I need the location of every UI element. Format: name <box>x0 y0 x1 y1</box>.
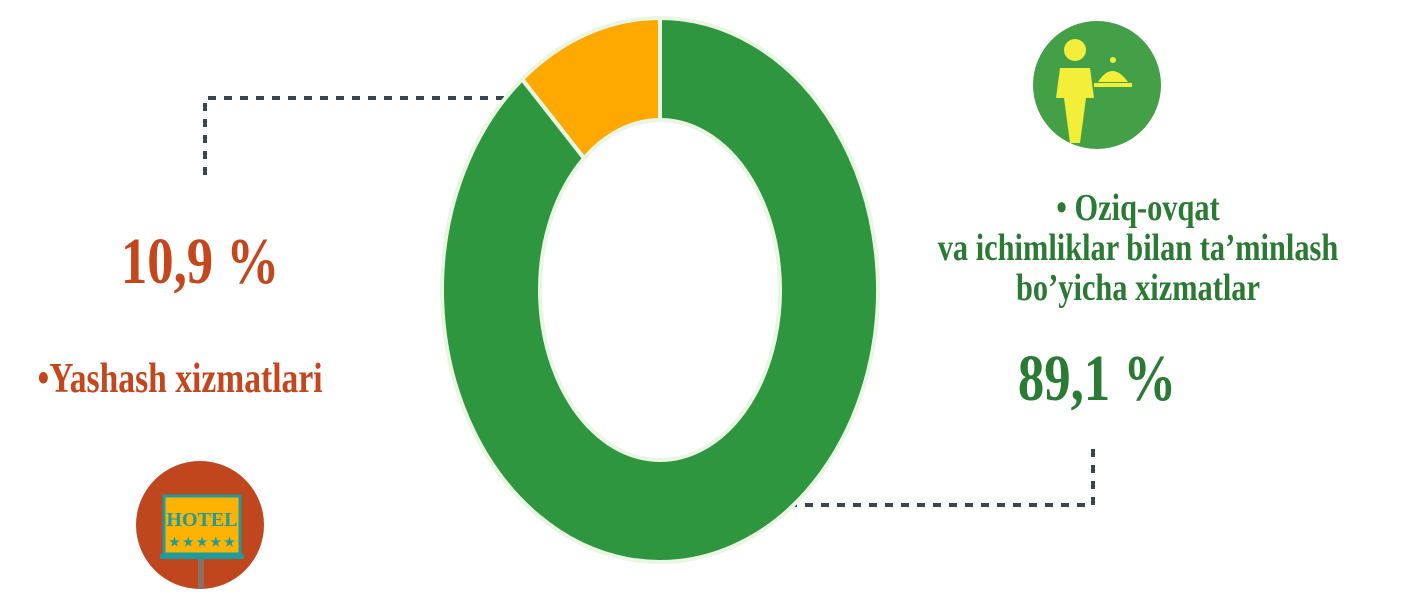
labels: 10,9 % •Yashash xizmatlari • Oziq-ovqat va … <box>37 187 1338 414</box>
value-label: 89,1 % <box>1018 341 1176 414</box>
hotel-stars: ★ ★ ★ ★ ★ <box>169 535 235 549</box>
slice <box>440 15 880 564</box>
connector <box>677 445 1095 507</box>
category-label: •Yashash xizmatlari <box>37 356 322 402</box>
donut <box>440 15 880 564</box>
hotel-sign-text: HOTEL <box>166 509 237 531</box>
hotel-icon: HOTEL ★ ★ ★ ★ ★ <box>136 461 264 589</box>
value-label: 10,9 % <box>121 224 279 297</box>
category-label: • Oziq-ovqat va ichimliklar bilan ta’minl… <box>938 187 1339 309</box>
waiter-icon <box>1033 21 1161 149</box>
